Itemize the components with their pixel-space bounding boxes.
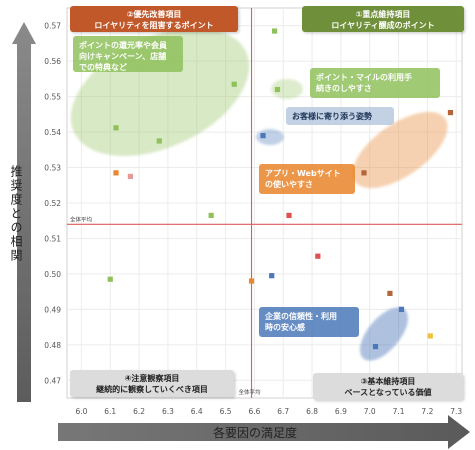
highlight-bubble xyxy=(256,129,284,145)
x-tick-label: 6.0 xyxy=(75,407,87,416)
data-point xyxy=(398,306,405,312)
x-axis-label: 各要因の満足度 xyxy=(213,425,297,440)
x-tick-label: 7.0 xyxy=(364,407,376,416)
x-tick-label: 6.8 xyxy=(306,407,318,416)
y-tick-label: 0.51 xyxy=(44,234,61,243)
data-point xyxy=(274,86,281,93)
annotation-text-a3: お客様に寄り添う姿勢 xyxy=(292,111,372,121)
data-point xyxy=(286,212,292,219)
quadrant-title-q1: ①重点維持項目 xyxy=(356,9,411,19)
quadrant-title-q4: ④注意観察項目 xyxy=(125,373,180,383)
x-tick-label: 7.3 xyxy=(450,407,462,416)
y-axis-arrow xyxy=(12,22,36,402)
data-point xyxy=(269,273,275,279)
x-tick-label: 6.3 xyxy=(162,407,174,416)
annotation-box-a2 xyxy=(310,68,440,98)
annotation-text-a2: 続きのしやすさ xyxy=(316,83,372,93)
quadrant-box-q2 xyxy=(70,6,238,32)
y-tick-label: 0.52 xyxy=(44,199,61,208)
y-tick-label: 0.48 xyxy=(44,341,61,350)
annotation-box-a3 xyxy=(286,107,394,125)
annotation-box-a4 xyxy=(259,164,355,194)
annotation-text-a4: アプリ・Webサイト xyxy=(265,168,341,178)
annotation-text-a2: ポイント・マイルの利用手 xyxy=(316,72,412,82)
y-tick-label: 0.49 xyxy=(44,305,61,314)
y-tick-label: 0.55 xyxy=(44,93,61,102)
data-point xyxy=(447,109,454,116)
quadrant-subtitle-q1: ロイヤリティ醸成のポイント xyxy=(331,20,434,30)
data-point xyxy=(271,28,278,34)
x-tick-label: 6.1 xyxy=(104,407,116,416)
annotation-text-a4: の使いやすさ xyxy=(265,179,313,189)
y-tick-label: 0.56 xyxy=(44,57,61,66)
data-point xyxy=(107,276,113,282)
x-tick-label: 6.5 xyxy=(220,407,232,416)
average-label-x: 全体平均 xyxy=(239,388,262,396)
data-point xyxy=(231,81,237,87)
annotation-text-a5: 時の安心感 xyxy=(265,322,305,332)
data-point xyxy=(372,343,379,350)
x-tick-label: 6.4 xyxy=(191,407,203,416)
y-tick-label: 0.50 xyxy=(44,270,61,279)
quadrant-subtitle-q4: 継続的に観察していくべき項目 xyxy=(96,384,208,394)
data-point xyxy=(361,170,367,176)
y-tick-label: 0.57 xyxy=(44,22,61,31)
quadrant-box-q1 xyxy=(302,6,464,32)
x-tick-label: 6.6 xyxy=(248,407,260,416)
average-label-y: 全体平均 xyxy=(70,215,93,223)
data-point xyxy=(127,173,134,180)
quadrant-subtitle-q2: ロイヤリティを阻害するポイント xyxy=(94,20,213,30)
y-tick-label: 0.54 xyxy=(44,128,61,137)
y-tick-label: 0.53 xyxy=(44,164,61,173)
highlight-bubble xyxy=(352,111,448,189)
x-tick-label: 6.7 xyxy=(277,407,289,416)
x-tick-label: 6.9 xyxy=(335,407,347,416)
data-point xyxy=(427,333,433,339)
annotation-text-a1: ポイントの還元率や会員 xyxy=(79,40,167,50)
data-point xyxy=(260,133,266,139)
y-axis-label: 推奨度との相関 xyxy=(9,165,23,263)
annotation-text-a1: 向けキャンペーン、店舗 xyxy=(79,51,166,61)
x-axis-arrow xyxy=(58,415,470,449)
data-point xyxy=(387,290,393,297)
quadrant-subtitle-q3: ベースとなっている価値 xyxy=(345,387,432,397)
quadrant-title-q3: ③基本維持項目 xyxy=(361,376,416,386)
x-tick-label: 7.1 xyxy=(393,407,405,416)
data-point xyxy=(248,278,255,284)
annotation-box-a1 xyxy=(73,36,183,72)
annotation-text-a5: 企業の信頼性・利用 xyxy=(264,311,337,321)
annotation-text-a1: での特典など xyxy=(79,62,127,72)
annotation-box-a5 xyxy=(259,307,359,337)
x-tick-label: 6.2 xyxy=(133,407,145,416)
quadrant-box-q4 xyxy=(70,370,234,397)
data-point xyxy=(113,170,119,176)
quadrant-title-q2: ②優先改善項目 xyxy=(127,9,182,19)
data-point xyxy=(156,138,162,144)
x-tick-label: 7.2 xyxy=(421,407,433,416)
highlight-bubble xyxy=(360,307,408,361)
y-tick-label: 0.47 xyxy=(44,376,61,385)
data-point xyxy=(315,253,321,259)
quadrant-box-q3 xyxy=(313,373,463,400)
data-point xyxy=(113,125,119,131)
highlight-bubble xyxy=(271,79,303,99)
data-point xyxy=(208,212,214,219)
